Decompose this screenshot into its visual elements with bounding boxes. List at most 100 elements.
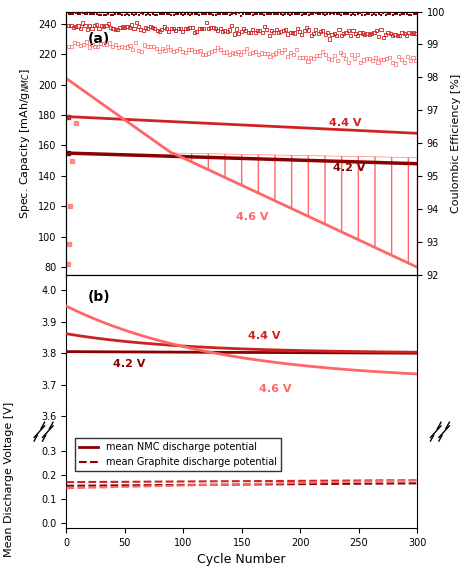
Point [111, 40, 119, 49]
Point [258, 28, 266, 37]
Point [284, 30, 292, 39]
Point [391, 30, 399, 39]
Point [189, 23, 196, 32]
Point [146, 42, 154, 52]
Point [121, 23, 128, 32]
Point [85, 42, 93, 52]
Point [290, 50, 297, 59]
Point [342, 28, 350, 37]
Point [161, 9, 168, 19]
Point [345, 9, 352, 19]
Point [182, 9, 189, 19]
Point [301, 10, 308, 19]
Point [410, 9, 418, 19]
Point [349, 26, 357, 35]
Point [67, 10, 75, 19]
Point [68, 156, 76, 165]
Point [279, 26, 287, 35]
Point [243, 44, 250, 53]
Point [137, 25, 145, 34]
Text: 4.6 V: 4.6 V [236, 212, 268, 222]
Point [118, 42, 125, 51]
Point [325, 54, 332, 63]
Point [307, 10, 315, 19]
Point [333, 9, 340, 19]
Point [217, 9, 224, 18]
Point [339, 50, 347, 59]
Point [358, 28, 366, 38]
Point [240, 9, 247, 19]
Point [261, 10, 268, 19]
Point [221, 26, 228, 35]
Point [254, 9, 261, 19]
Point [68, 41, 75, 50]
Point [199, 50, 207, 59]
Point [228, 9, 236, 19]
Point [195, 10, 203, 19]
Point [393, 31, 401, 40]
Point [88, 10, 96, 19]
Point [375, 9, 383, 19]
Point [363, 54, 370, 63]
Point [230, 30, 238, 39]
Point [237, 50, 245, 60]
Point [373, 26, 380, 35]
Point [200, 24, 208, 33]
Point [130, 24, 138, 33]
Point [270, 10, 278, 19]
Point [170, 47, 178, 56]
Point [100, 22, 108, 31]
Point [205, 48, 212, 57]
Point [312, 25, 319, 34]
Point [111, 9, 119, 18]
Point [370, 28, 378, 37]
Point [118, 23, 126, 32]
Text: 4.4 V: 4.4 V [329, 118, 362, 128]
Point [348, 50, 356, 59]
Point [277, 27, 284, 37]
Point [251, 28, 259, 37]
Point [65, 42, 73, 51]
Point [186, 23, 194, 32]
Point [264, 49, 271, 58]
Point [307, 31, 315, 40]
Point [380, 55, 388, 64]
Point [281, 45, 288, 54]
Point [305, 10, 312, 19]
Point [384, 10, 392, 19]
Point [151, 10, 159, 20]
Point [324, 10, 331, 19]
Point [66, 202, 73, 211]
Point [226, 10, 233, 19]
Point [172, 10, 180, 19]
Point [77, 41, 84, 50]
Point [235, 9, 243, 18]
Point [72, 21, 80, 31]
Point [361, 10, 368, 19]
Point [109, 10, 117, 20]
Point [172, 26, 180, 35]
Point [144, 9, 152, 19]
Point [88, 39, 96, 49]
Point [321, 10, 329, 20]
Point [184, 23, 191, 32]
Point [123, 21, 131, 31]
Point [142, 23, 149, 32]
Point [102, 21, 110, 30]
Point [396, 10, 403, 20]
Point [395, 52, 402, 61]
Point [408, 29, 415, 38]
Point [386, 29, 394, 38]
Point [221, 9, 228, 19]
Point [370, 9, 378, 19]
Point [195, 24, 203, 33]
Point [163, 10, 170, 19]
Point [383, 53, 391, 63]
Point [97, 38, 105, 48]
Point [161, 46, 169, 56]
Point [212, 24, 219, 33]
Point [321, 30, 329, 39]
Point [237, 27, 245, 36]
Point [198, 24, 205, 33]
Point [354, 50, 361, 60]
